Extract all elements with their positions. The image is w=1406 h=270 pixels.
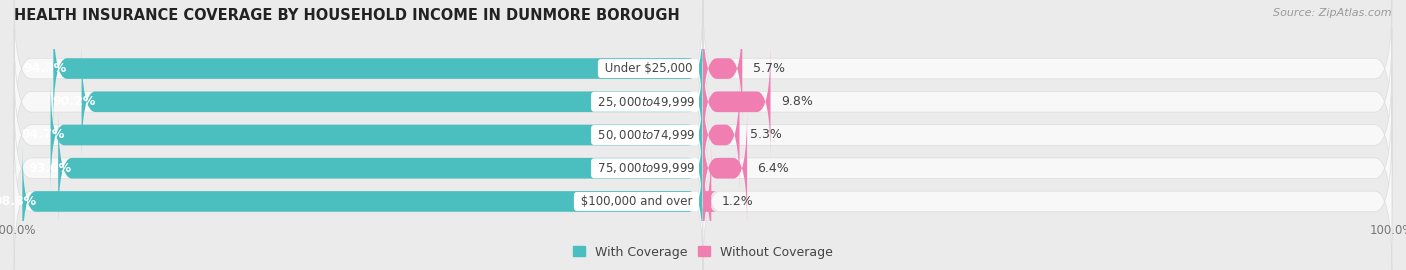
Text: 94.7%: 94.7% — [21, 129, 65, 141]
Text: HEALTH INSURANCE COVERAGE BY HOUSEHOLD INCOME IN DUNMORE BOROUGH: HEALTH INSURANCE COVERAGE BY HOUSEHOLD I… — [14, 8, 681, 23]
Text: Under $25,000: Under $25,000 — [600, 62, 696, 75]
FancyBboxPatch shape — [703, 12, 742, 125]
Text: $25,000 to $49,999: $25,000 to $49,999 — [595, 95, 696, 109]
Text: 5.3%: 5.3% — [749, 129, 782, 141]
Text: Source: ZipAtlas.com: Source: ZipAtlas.com — [1274, 8, 1392, 18]
FancyBboxPatch shape — [22, 145, 703, 258]
FancyBboxPatch shape — [703, 46, 770, 158]
FancyBboxPatch shape — [703, 29, 1392, 174]
FancyBboxPatch shape — [51, 79, 703, 191]
Text: $75,000 to $99,999: $75,000 to $99,999 — [595, 161, 696, 175]
Text: 9.8%: 9.8% — [780, 95, 813, 108]
Text: 94.3%: 94.3% — [24, 62, 67, 75]
FancyBboxPatch shape — [14, 0, 703, 141]
FancyBboxPatch shape — [14, 129, 703, 270]
FancyBboxPatch shape — [703, 62, 1392, 208]
Text: 6.4%: 6.4% — [758, 162, 789, 175]
Text: 1.2%: 1.2% — [721, 195, 754, 208]
FancyBboxPatch shape — [53, 12, 703, 125]
Text: 98.8%: 98.8% — [0, 195, 37, 208]
Legend: With Coverage, Without Coverage: With Coverage, Without Coverage — [571, 243, 835, 261]
FancyBboxPatch shape — [82, 46, 703, 158]
FancyBboxPatch shape — [703, 96, 1392, 241]
FancyBboxPatch shape — [703, 0, 1392, 141]
FancyBboxPatch shape — [697, 145, 717, 258]
FancyBboxPatch shape — [703, 129, 1392, 270]
Text: 93.6%: 93.6% — [28, 162, 72, 175]
Text: $50,000 to $74,999: $50,000 to $74,999 — [595, 128, 696, 142]
FancyBboxPatch shape — [14, 62, 703, 208]
FancyBboxPatch shape — [703, 79, 740, 191]
FancyBboxPatch shape — [58, 112, 703, 224]
FancyBboxPatch shape — [703, 112, 747, 224]
Text: $100,000 and over: $100,000 and over — [576, 195, 696, 208]
FancyBboxPatch shape — [14, 29, 703, 174]
Text: 5.7%: 5.7% — [752, 62, 785, 75]
Text: 90.2%: 90.2% — [52, 95, 96, 108]
FancyBboxPatch shape — [14, 96, 703, 241]
